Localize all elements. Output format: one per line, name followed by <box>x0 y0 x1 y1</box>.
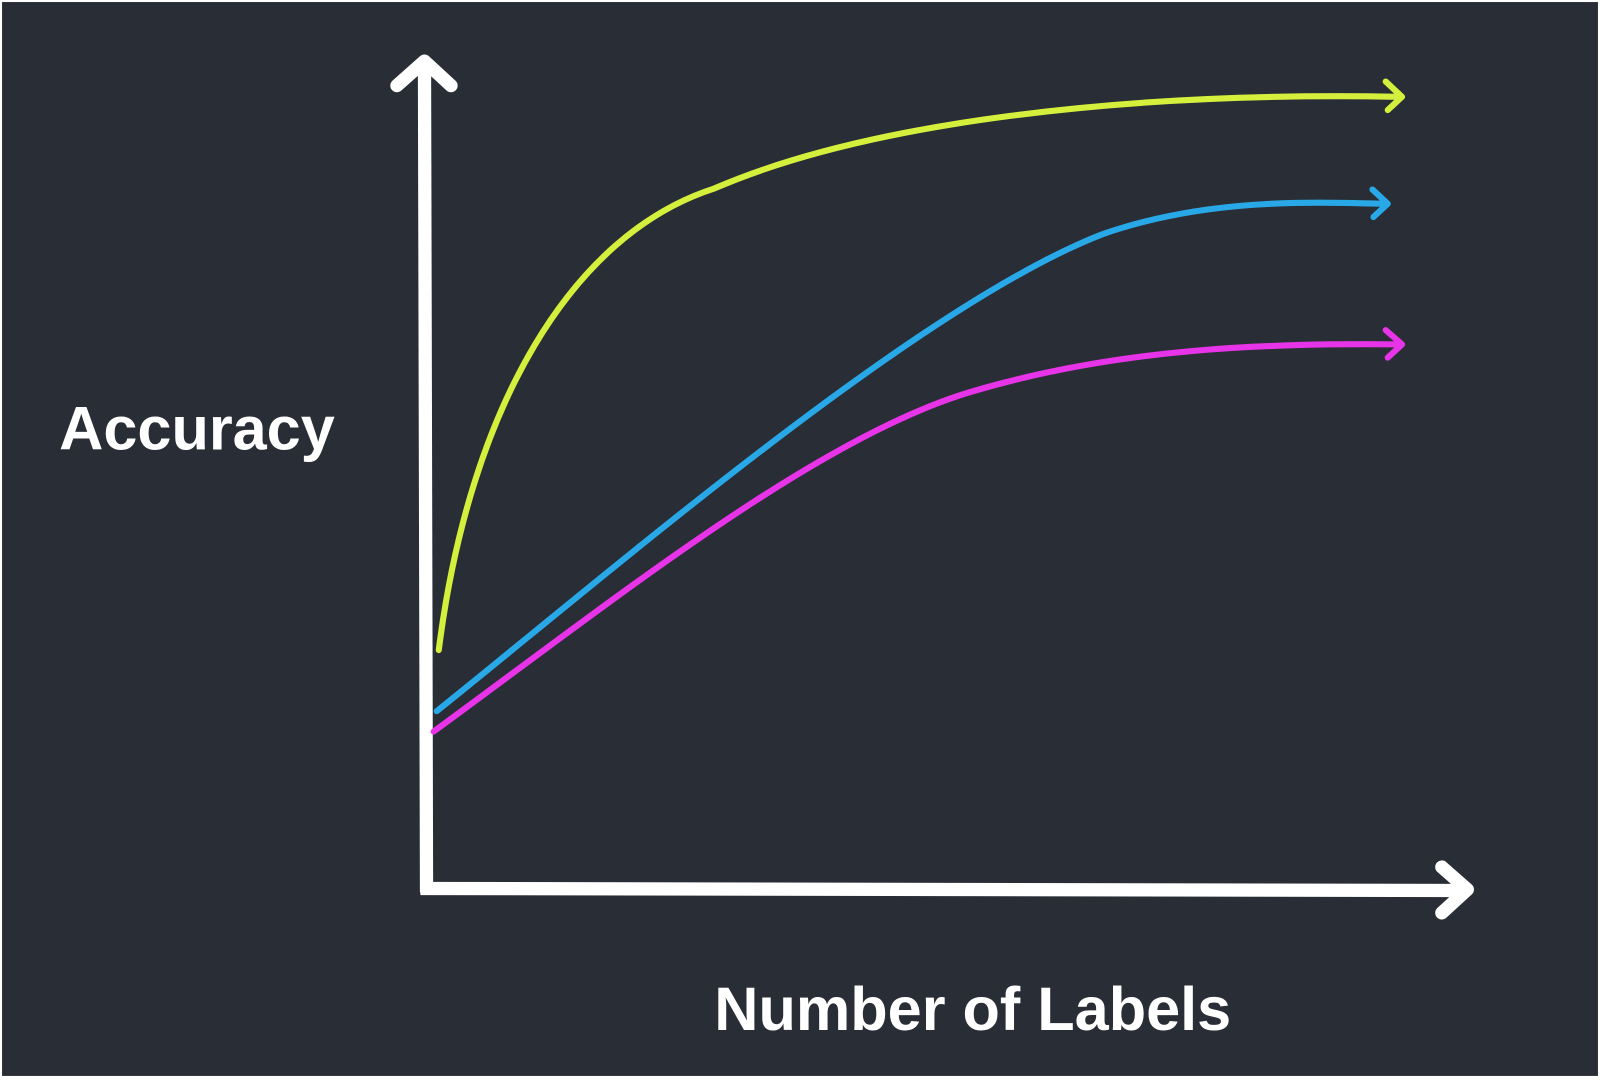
curve-blue <box>433 199 1386 715</box>
x-axis-label: Number of Labels <box>714 975 1231 1043</box>
curve-yellow <box>435 93 1402 654</box>
x-axis-arrow <box>1435 860 1474 920</box>
y-axis-arrow <box>390 54 458 93</box>
y-axis <box>417 67 434 893</box>
curve-blue-arrow <box>1369 186 1391 221</box>
x-axis <box>420 881 1462 898</box>
curve-magenta <box>430 341 1402 735</box>
y-axis-label: Accuracy <box>59 394 335 462</box>
curve-magenta-arrow <box>1382 327 1406 361</box>
curve-yellow-arrow <box>1382 78 1406 114</box>
